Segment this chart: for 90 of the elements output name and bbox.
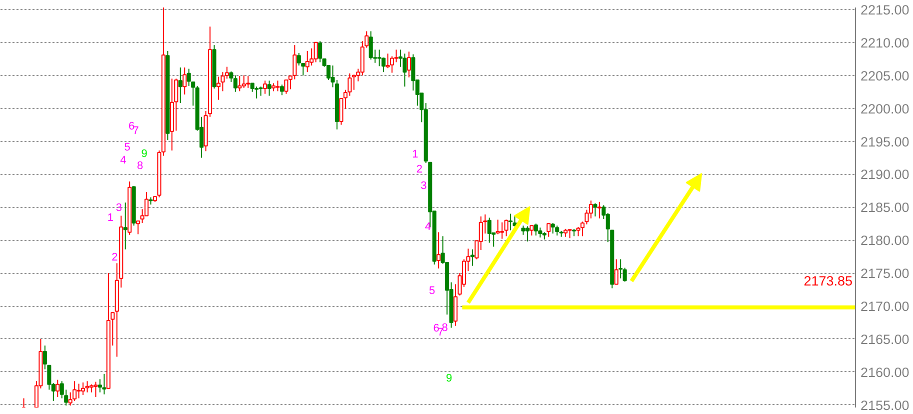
candlestick xyxy=(546,223,551,238)
y-tick-label: 2200.00 xyxy=(860,101,910,116)
candlestick xyxy=(102,373,106,395)
candlestick xyxy=(614,258,618,285)
candlestick xyxy=(394,49,398,63)
text: 4 xyxy=(120,154,126,167)
y-tick-label: 2185.00 xyxy=(860,200,910,216)
y-tick-label: 2165.00 xyxy=(860,332,910,347)
y-tick-label: 2210.00 xyxy=(860,35,910,50)
y-tick-label: 2195.00 xyxy=(860,134,910,150)
candlestick xyxy=(85,380,90,393)
candlestick xyxy=(525,226,530,242)
candlestick xyxy=(56,379,60,398)
candlestick xyxy=(178,66,182,104)
y-tick-label: 2180.00 xyxy=(860,233,910,248)
candlestick xyxy=(504,219,508,237)
text: 1 xyxy=(107,212,114,224)
candlestick xyxy=(224,66,229,80)
y-tick-label: 2190.00 xyxy=(860,167,910,182)
candlestick xyxy=(72,380,77,402)
candlestick xyxy=(267,80,272,96)
candlestick xyxy=(182,66,187,95)
candlestick xyxy=(487,217,492,244)
candlestick xyxy=(292,44,297,80)
candlestick xyxy=(76,383,81,399)
candlestick xyxy=(368,30,373,60)
candlestick xyxy=(305,50,310,73)
candlestick xyxy=(597,201,602,219)
candlestick xyxy=(470,248,474,266)
candlestick xyxy=(233,74,238,92)
y-tick-label: 2160.00 xyxy=(860,364,910,380)
candlestick xyxy=(618,258,623,279)
candlestick xyxy=(296,52,301,66)
candlestick xyxy=(402,53,407,88)
text: 3 xyxy=(116,202,122,214)
candlestick xyxy=(530,225,534,236)
text: 5 xyxy=(429,284,436,297)
candlestick xyxy=(538,227,542,238)
annotation: 2173.85 xyxy=(804,274,853,289)
text: 9 xyxy=(141,148,148,160)
candlestick xyxy=(508,213,513,231)
candlestick xyxy=(284,79,288,94)
y-tick-label: 2155.00 xyxy=(860,398,910,413)
text: 8 xyxy=(137,160,144,172)
text: 4 xyxy=(424,221,431,234)
candlestick xyxy=(436,232,441,269)
text: 5 xyxy=(124,142,130,154)
candlestick xyxy=(242,74,246,88)
candlestick xyxy=(318,40,322,63)
y-tick-label: 2205.00 xyxy=(860,68,910,84)
text: 9 xyxy=(446,372,452,385)
candlestick xyxy=(406,51,411,78)
candlestick xyxy=(593,202,598,217)
text: 6 xyxy=(128,120,135,132)
candlestick xyxy=(94,381,98,398)
candlestick xyxy=(377,49,382,67)
candlestick xyxy=(123,202,128,250)
candlestick xyxy=(390,56,394,74)
candlestick xyxy=(550,222,555,234)
candlestick xyxy=(216,76,221,100)
candlestick xyxy=(238,76,242,92)
candlestick xyxy=(496,219,500,235)
text: 8 xyxy=(442,322,448,334)
candlestick xyxy=(314,42,318,63)
candlestick xyxy=(246,76,250,88)
y-tick-label: 2170.00 xyxy=(860,299,910,314)
candlestick xyxy=(186,68,191,86)
candlestick xyxy=(555,225,560,236)
text: 1 xyxy=(412,148,418,161)
candlestick xyxy=(280,84,284,96)
candlestick xyxy=(263,80,268,94)
candlestick xyxy=(521,225,526,236)
candlestick xyxy=(411,54,416,92)
candlestick xyxy=(500,222,504,240)
y-tick-label: 2215.00 xyxy=(860,2,910,18)
y-tick-label: 2175.00 xyxy=(860,266,910,282)
candlestick xyxy=(136,220,140,235)
candlestick xyxy=(622,267,627,282)
candlestick xyxy=(81,382,86,396)
candlestick xyxy=(534,223,538,236)
text: 3 xyxy=(420,180,427,192)
text: 6 xyxy=(433,322,440,334)
text: 2 xyxy=(112,252,118,264)
candlestick xyxy=(276,80,280,92)
text: 7 xyxy=(132,125,139,138)
candlestick xyxy=(386,53,390,69)
candlestick xyxy=(258,86,263,96)
candlestick xyxy=(254,86,259,99)
candlestick xyxy=(588,200,593,219)
text: 2 xyxy=(416,164,422,176)
